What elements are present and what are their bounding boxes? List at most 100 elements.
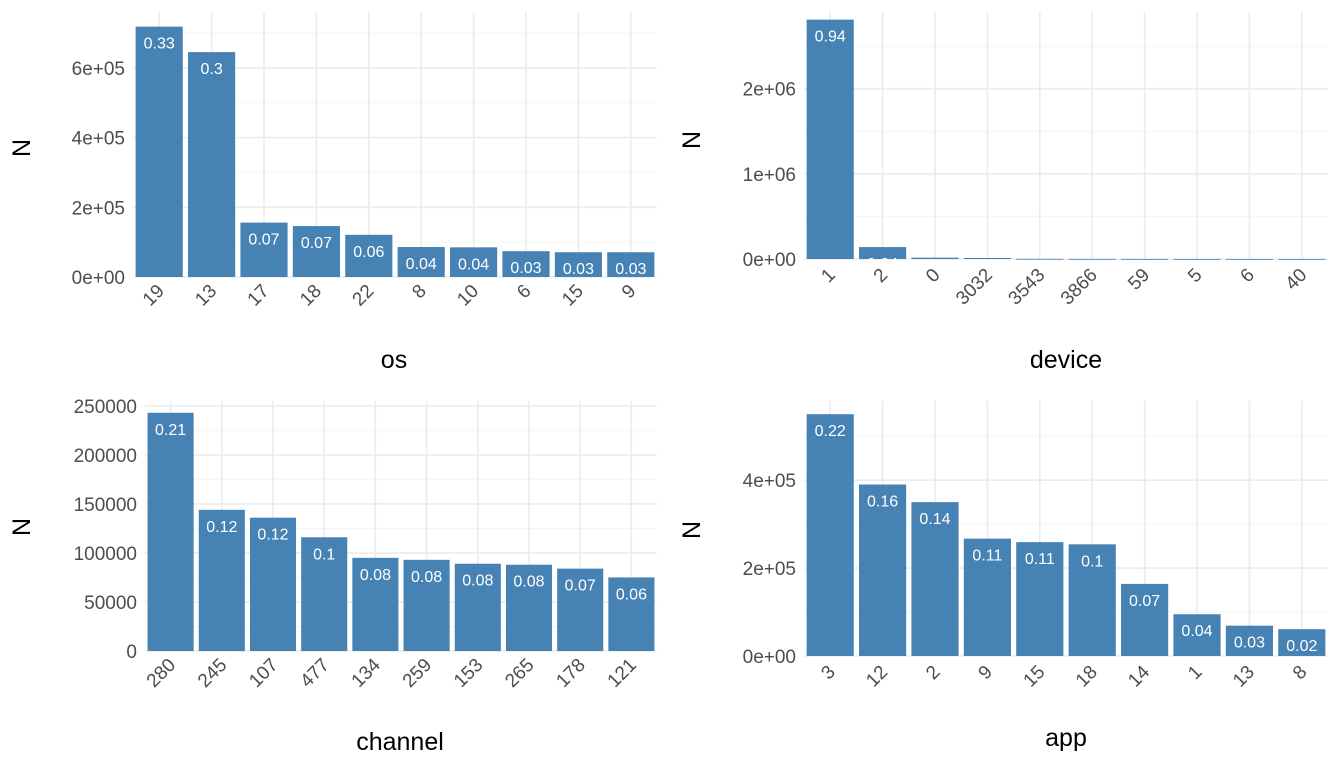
bar-2 (859, 247, 907, 259)
bar-6 (1225, 258, 1273, 260)
x-tick-label: 107 (245, 655, 282, 692)
bar-value-label: 0.07 (565, 578, 596, 595)
bar-6 (502, 251, 550, 277)
x-tick-label: 18 (296, 281, 326, 311)
bar-3866 (1068, 258, 1116, 260)
x-tick-label: 13 (191, 281, 221, 311)
y-tick-label: 0e+00 (743, 250, 796, 271)
bar-178 (557, 568, 604, 651)
x-tick-label: 10 (453, 281, 483, 311)
y-tick-label: 1e+06 (743, 165, 796, 186)
x-tick-label: 1 (817, 265, 839, 287)
bar-8 (1278, 629, 1326, 656)
bar-18 (1068, 544, 1116, 656)
x-tick-label: 3866 (1057, 265, 1102, 310)
bar-5 (1173, 258, 1221, 260)
x-tick-label: 477 (296, 655, 333, 692)
bar-value-label: 0.04 (867, 256, 898, 273)
x-tick-label: 40 (1282, 265, 1312, 295)
bar-10 (450, 247, 498, 277)
y-axis-title: N (8, 518, 36, 536)
bar-280 (147, 412, 194, 651)
bar-value-label: 0.07 (1129, 593, 1160, 610)
x-tick-label: 6 (513, 281, 535, 303)
y-tick-label: 4e+05 (72, 129, 125, 150)
x-tick-label: 15 (558, 281, 588, 311)
bar-121 (608, 577, 655, 651)
y-axis-title: N (8, 139, 36, 157)
x-tick-label: 153 (450, 655, 487, 692)
bar-value-label: 0.22 (815, 423, 846, 440)
bar-value-label: 0.3 (200, 61, 222, 78)
bar-value-label: 0.08 (411, 569, 442, 586)
x-tick-label: 14 (1124, 661, 1154, 691)
x-tick-label: 245 (194, 655, 231, 692)
bar-107 (249, 517, 297, 651)
bar-value-label: 0.21 (155, 422, 186, 439)
bar-value-label: 0.07 (248, 232, 279, 249)
x-tick-label: 259 (399, 655, 436, 692)
bar-40 (1278, 258, 1326, 260)
y-tick-label: 2e+05 (72, 198, 125, 219)
x-tick-label: 280 (143, 655, 180, 692)
bar-value-label: 0.06 (353, 244, 384, 261)
bar-134 (352, 557, 399, 651)
y-tick-label: 2e+05 (743, 559, 796, 580)
bar-477 (301, 537, 348, 651)
y-tick-label: 250000 (74, 397, 137, 418)
bar-13 (1225, 625, 1273, 656)
x-axis-title: os (381, 346, 407, 374)
bar-3032 (963, 257, 1011, 259)
bar-value-label: 0.03 (615, 261, 646, 278)
x-tick-label: 3543 (1005, 265, 1050, 310)
bar-59 (1121, 258, 1169, 260)
x-tick-label: 9 (975, 662, 997, 684)
bar-value-label: 0.04 (1181, 623, 1212, 640)
bar-153 (454, 563, 501, 651)
bar-3543 (1016, 258, 1064, 260)
x-tick-label: 19 (139, 281, 169, 311)
bar-value-label: 0.03 (510, 260, 541, 277)
x-tick-label: 1 (1184, 662, 1206, 684)
bar-8 (397, 247, 445, 277)
x-tick-label: 17 (244, 281, 274, 311)
bar-19 (135, 26, 183, 277)
y-axis-title: N (678, 131, 706, 149)
bar-9 (963, 538, 1011, 656)
y-axis-title: N (678, 521, 706, 539)
bar-18 (292, 226, 340, 277)
bar-value-label: 0.1 (313, 546, 335, 563)
bar-12 (859, 484, 907, 656)
x-tick-label: 178 (552, 655, 589, 692)
os-bar-chart: 0.33 0.3 0.07 0.07 0.06 0.04 0.04 0.03 0.03 0.03 0… (8, 12, 657, 374)
y-tick-label: 0e+00 (743, 647, 796, 668)
bar-value-label: 0.04 (406, 256, 437, 273)
bar-value-label: 0.33 (144, 36, 175, 53)
x-tick-label: 59 (1124, 265, 1154, 295)
bar-value-label: 0.07 (301, 235, 332, 252)
x-tick-label: 6 (1237, 265, 1259, 287)
bar-2 (911, 502, 959, 656)
bar-value-label: 0.06 (616, 586, 647, 603)
bar-3 (806, 414, 854, 656)
bar-value-label: 0.08 (360, 567, 391, 584)
x-tick-label: 121 (604, 655, 641, 692)
bar-value-label: 0.1 (1081, 553, 1103, 570)
bar-15 (554, 252, 602, 277)
bar-265 (505, 564, 553, 651)
x-axis-title: device (1030, 346, 1102, 374)
y-tick-label: 2e+06 (743, 80, 796, 101)
x-tick-label: 3 (817, 662, 839, 684)
y-tick-label: 4e+05 (743, 471, 796, 492)
x-tick-label: 3032 (952, 265, 997, 310)
y-tick-label: 0 (126, 642, 137, 663)
bar-9 (607, 252, 655, 277)
y-tick-label: 50000 (84, 593, 137, 614)
channel-bar-chart: 0.21 0.12 0.12 0.1 0.08 0.08 0.08 0.08 0.07 0.06 0… (8, 397, 657, 756)
y-tick-label: 6e+05 (72, 59, 125, 80)
bar-15 (1016, 542, 1064, 656)
bar-13 (188, 52, 236, 278)
x-tick-label: 9 (618, 281, 640, 303)
